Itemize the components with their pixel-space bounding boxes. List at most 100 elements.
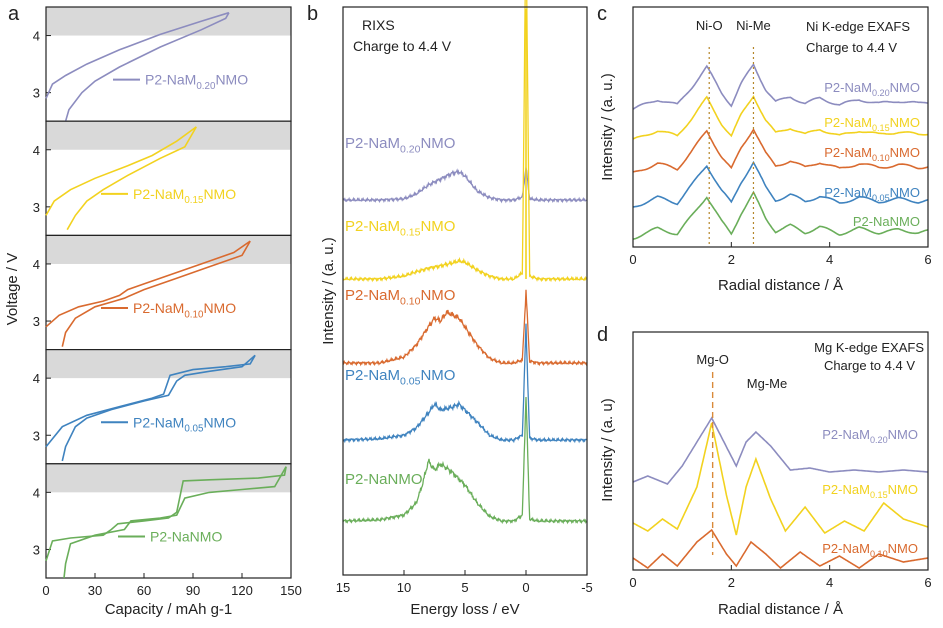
panel-a-xtick-label: 90 [186, 583, 200, 598]
legend-label: P2-NaNMO [150, 528, 222, 544]
rixs-label-main: P2-NaM [345, 135, 400, 152]
mg-exafs-label-suffix: NMO [888, 427, 918, 442]
rixs-label-sub: 0.15 [400, 227, 421, 239]
panel-c-xlabel: Radial distance / Å [718, 277, 843, 294]
panel-b-xtick-label: 10 [397, 580, 411, 595]
panel-a-xtick-label: 30 [88, 583, 102, 598]
panel-b-xtick-label: 15 [336, 580, 350, 595]
panel-c-subtitle: Charge to 4.4 V [806, 40, 897, 55]
mg-exafs-label-sub: 0.10 [870, 549, 888, 559]
legend-label-suffix: NMO [203, 186, 236, 202]
panel-d-xtick-label: 2 [728, 575, 735, 590]
charge-curve [45, 126, 197, 216]
rixs-spectrum [342, 289, 588, 367]
panel-a-xtick-label: 120 [231, 583, 253, 598]
legend-label-sub: 0.20 [196, 81, 216, 92]
exafs-label: P2-NaM0.20NMO [824, 80, 920, 98]
legend-label-sub: 0.05 [184, 423, 204, 434]
legend-label-main: P2-NaM [133, 186, 184, 202]
exafs-curve [632, 62, 929, 110]
voltage-subpanel: 3 4 P2-NaM0.20NMO [33, 6, 292, 122]
shaded-band [46, 121, 291, 150]
legend-label-main: P2-NaM [133, 300, 184, 316]
mg-exafs-curve [632, 422, 929, 536]
legend-label: P2-NaM0.05NMO [133, 414, 236, 434]
rixs-spectrum [342, 396, 588, 525]
discharge-curve [66, 126, 197, 231]
svg-text:d: d [597, 324, 608, 346]
rixs-label-main: P2-NaNMO [345, 471, 423, 488]
rixs-label-suffix: NMO [420, 135, 455, 152]
mg-exafs-label-sub: 0.15 [870, 490, 888, 500]
y-tick-label: 3 [33, 428, 40, 443]
charge-curve [45, 354, 256, 448]
legend-label-sub: 0.15 [184, 195, 204, 206]
panel-d-ylabel: Intensity / (a. u) [599, 398, 616, 501]
rixs-label-suffix: NMO [420, 287, 455, 304]
y-tick-label: 4 [33, 257, 40, 272]
exafs-label-suffix: NMO [890, 185, 920, 200]
discharge-curve [64, 12, 230, 122]
exafs-label: P2-NaM0.10NMO [824, 145, 920, 163]
y-tick-label: 3 [33, 314, 40, 329]
panel-b-xtick-label: -5 [581, 580, 593, 595]
exafs-label-suffix: NMO [890, 115, 920, 130]
mg-exafs-label-main: P2-NaM [822, 541, 870, 556]
rixs-label: P2-NaNMO [345, 471, 423, 488]
voltage-subpanel: 3 4 P2-NaM0.05NMO [33, 349, 292, 465]
panel-d-xtick-label: 4 [826, 575, 833, 590]
exafs-label-main: P2-NaM [824, 145, 872, 160]
marker-label: Ni-Me [736, 18, 771, 33]
shaded-band [46, 349, 291, 379]
panel-d-xtick-label: 0 [629, 575, 636, 590]
discharge-curve [61, 354, 256, 462]
exafs-label: P2-NaM0.15NMO [824, 115, 920, 133]
svg-text:b: b [307, 3, 318, 25]
panel-c-xtick-label: 6 [924, 252, 931, 267]
marker-label: Ni-O [696, 18, 723, 33]
panel-b-subtitle: Charge to 4.4 V [353, 38, 452, 54]
y-tick-label: 4 [33, 29, 40, 44]
rixs-label-suffix: NMO [420, 367, 455, 384]
exafs-label-suffix: NMO [890, 80, 920, 95]
exafs-label: P2-NaNMO [853, 214, 920, 229]
mg-exafs-label: P2-NaM0.20NMO [822, 427, 918, 445]
exafs-curve [632, 95, 929, 140]
exafs-label-main: P2-NaNMO [853, 214, 920, 229]
mg-exafs-label: P2-NaM0.10NMO [822, 541, 918, 559]
charge-curve [45, 240, 251, 328]
legend-label-sub: 0.10 [184, 309, 204, 320]
y-tick-label: 3 [33, 542, 40, 557]
rixs-label: P2-NaM0.10NMO [345, 287, 455, 308]
mg-exafs-label-main: P2-NaM [822, 427, 870, 442]
panel-a-ylabel: Voltage / V [4, 253, 21, 326]
exafs-label: P2-NaM0.05NMO [824, 185, 920, 203]
exafs-curve [632, 127, 929, 173]
charge-curve [45, 466, 287, 562]
panel-d-subtitle: Charge to 4.4 V [824, 358, 915, 373]
rixs-label-main: P2-NaM [345, 287, 400, 304]
panel-b-xlabel: Energy loss / eV [410, 601, 519, 618]
voltage-subpanel: 3 4 P2-NaNMO [33, 463, 292, 579]
y-tick-label: 3 [33, 200, 40, 215]
rixs-spectrum [342, 167, 588, 204]
panel-c-title: Ni K-edge EXAFS [806, 19, 910, 34]
legend-label: P2-NaM0.20NMO [145, 72, 248, 92]
exafs-label-main: P2-NaM [824, 185, 872, 200]
exafs-label-main: P2-NaM [824, 80, 872, 95]
discharge-curve [61, 240, 251, 347]
panel-c-xtick-label: 2 [728, 252, 735, 267]
legend-label-main: P2-NaNMO [150, 528, 222, 544]
charge-curve [45, 11, 230, 99]
panel-d-xtick-label: 6 [924, 575, 931, 590]
exafs-label-sub: 0.10 [872, 153, 890, 163]
mg-exafs-curve [632, 416, 929, 485]
rixs-label-sub: 0.05 [400, 376, 421, 388]
voltage-subpanel: 3 4 P2-NaM0.15NMO [33, 120, 292, 236]
svg-text:c: c [597, 3, 607, 25]
y-tick-label: 4 [33, 371, 40, 386]
panel-c-xtick-label: 4 [826, 252, 833, 267]
rixs-label-sub: 0.20 [400, 144, 421, 156]
exafs-label-sub: 0.15 [872, 123, 890, 133]
rixs-label: P2-NaM0.05NMO [345, 367, 455, 388]
